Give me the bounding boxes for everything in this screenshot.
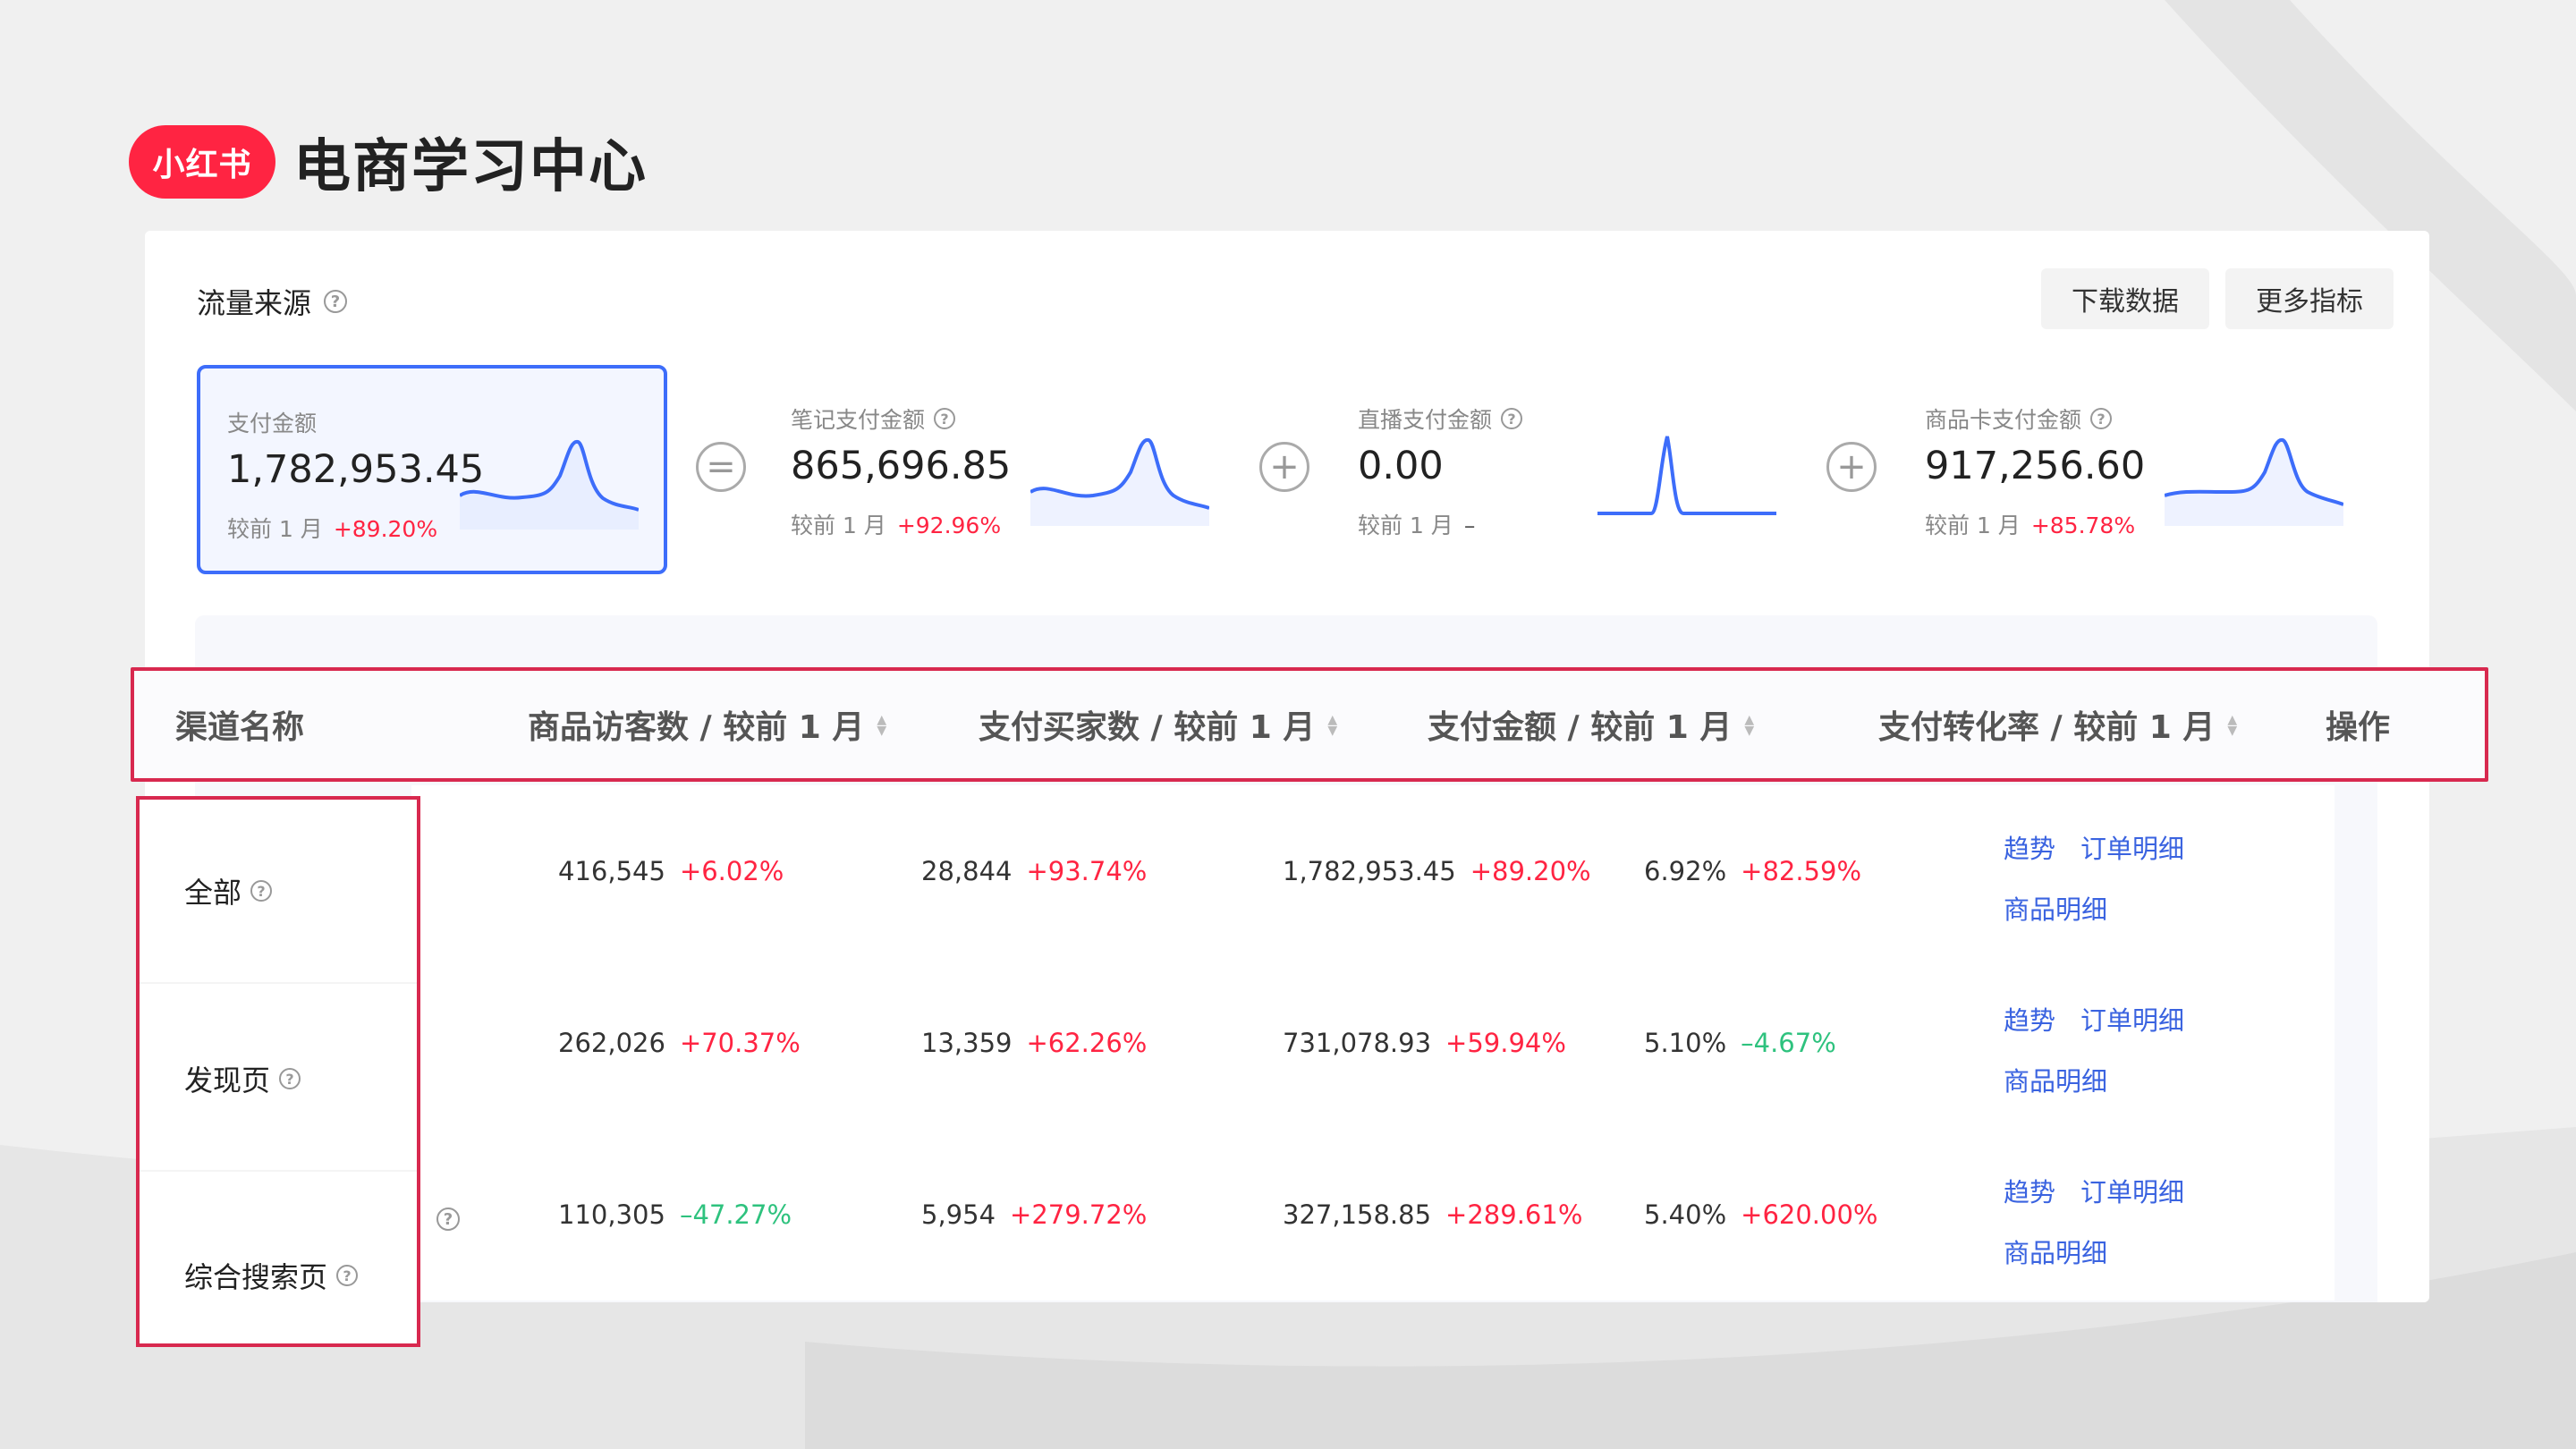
sort-icon[interactable]: ▲ ▼ — [1327, 713, 1338, 738]
conversion-cell: 5.40% +620.00% — [1644, 1199, 1878, 1230]
header-visitors[interactable]: 商品访客数 / 较前 1 月 ▲ ▼ — [528, 709, 887, 746]
metric-value: 1,782,953.45 — [227, 447, 485, 492]
conversion-cell: 6.92% +82.59% — [1644, 856, 1862, 886]
card-header: 流量来源 ? — [197, 281, 348, 322]
trend-link[interactable]: 趋势 — [2004, 1177, 2056, 1208]
table-row: 110,305 –47.27% 5,954 +279.72% 327,158.85 +… — [411, 1129, 2334, 1301]
header-channel: 渠道名称 — [175, 709, 305, 746]
metric-value: 865,696.85 — [791, 444, 1012, 488]
help-icon[interactable]: ? — [436, 1208, 460, 1231]
metric-value: 0.00 — [1358, 444, 1444, 488]
header-amount[interactable]: 支付金额 / 较前 1 月 ▲ ▼ — [1428, 709, 1755, 746]
header-buyers[interactable]: 支付买家数 / 较前 1 月 ▲ ▼ — [979, 709, 1338, 746]
visitors-cell: 416,545 +6.02% — [558, 856, 784, 886]
top-actions: 下载数据 更多指标 — [2041, 268, 2394, 329]
metric-product-card-payment[interactable]: 商品卡支付金额? 917,256.60 较前 1 月 +85.78% — [1898, 365, 2368, 574]
metric-change: +92.96% — [896, 513, 1002, 538]
sparkline — [1597, 436, 1776, 515]
buyers-cell: 13,359 +62.26% — [921, 1028, 1148, 1058]
help-icon[interactable]: ? — [934, 408, 956, 429]
metric-change: – — [1463, 513, 1476, 538]
more-metrics-button[interactable]: 更多指标 — [2225, 268, 2394, 329]
metric-live-payment[interactable]: 直播支付金额? 0.00 较前 1 月 – — [1331, 365, 1801, 574]
table-row: 262,026 +70.37% 13,359 +62.26% 731,078.93 +… — [411, 957, 2334, 1131]
help-icon[interactable]: ? — [250, 880, 273, 902]
sort-icon[interactable]: ▲ ▼ — [877, 713, 887, 738]
metric-change: +89.20% — [333, 516, 438, 542]
channel-name: 全部 — [184, 876, 242, 910]
help-icon[interactable]: ? — [324, 290, 348, 313]
sparkline — [2165, 437, 2343, 526]
metric-compare: 较前 1 月 — [1925, 513, 2021, 538]
conversion-cell: 5.10% –4.67% — [1644, 1028, 1836, 1058]
help-icon[interactable]: ? — [2090, 408, 2113, 429]
table-row: 416,545 +6.02% 28,844 +93.74% 1,782,953.45… — [411, 785, 2334, 959]
sparkline — [1030, 437, 1209, 526]
brand-header: 小红书 电商学习中心 — [129, 125, 648, 200]
buyers-cell: 28,844 +93.74% — [921, 856, 1148, 886]
metric-compare: 较前 1 月 — [791, 513, 886, 538]
sort-icon[interactable]: ▲ ▼ — [2227, 713, 2238, 738]
visitors-cell: 110,305 –47.27% — [558, 1199, 792, 1230]
channel-column: 全部? 发现页? 综合搜索页? — [136, 796, 420, 1347]
download-data-button[interactable]: 下载数据 — [2041, 268, 2209, 329]
amount-cell: 327,158.85 +289.61% — [1283, 1199, 1583, 1230]
plus-icon: + — [1259, 442, 1309, 492]
xiaohongshu-logo: 小红书 — [129, 125, 275, 199]
amount-cell: 1,782,953.45 +89.20% — [1283, 856, 1591, 886]
table-header-row: 渠道名称 商品访客数 / 较前 1 月 ▲ ▼ 支付买家数 / 较前 1 月 ▲ ▼ 支… — [131, 667, 2488, 782]
metric-value: 917,256.60 — [1925, 444, 2146, 488]
metric-label: 商品卡支付金额 — [1925, 407, 2082, 433]
trend-link[interactable]: 趋势 — [2004, 834, 2056, 864]
buyers-cell: 5,954 +279.72% — [921, 1199, 1148, 1230]
metric-compare: 较前 1 月 — [1358, 513, 1453, 538]
product-detail-link[interactable]: 商品明细 — [2004, 894, 2108, 925]
help-icon[interactable]: ? — [279, 1068, 301, 1089]
order-detail-link[interactable]: 订单明细 — [2080, 1177, 2185, 1208]
brand-title: 电商学习中心 — [293, 134, 648, 200]
help-icon[interactable]: ? — [336, 1265, 359, 1286]
equals-icon: = — [696, 442, 746, 492]
channel-name: 发现页 — [184, 1063, 271, 1097]
amount-cell: 731,078.93 +59.94% — [1283, 1028, 1566, 1058]
channel-row[interactable]: 全部? — [140, 800, 417, 984]
header-actions: 操作 — [2326, 709, 2391, 746]
sort-icon[interactable]: ▲ ▼ — [1744, 713, 1755, 738]
sparkline — [460, 440, 639, 530]
channel-row[interactable]: 发现页? — [140, 987, 417, 1172]
card-title: 流量来源 — [197, 286, 312, 320]
metric-compare: 较前 1 月 — [227, 516, 323, 542]
metric-label: 笔记支付金额 — [791, 407, 926, 433]
trend-link[interactable]: 趋势 — [2004, 1005, 2056, 1036]
metric-total-payment[interactable]: 支付金额 1,782,953.45 较前 1 月 +89.20% — [197, 365, 667, 574]
visitors-cell: 262,026 +70.37% — [558, 1028, 801, 1058]
metric-label: 支付金额 — [227, 411, 318, 436]
plus-icon: + — [1826, 442, 1877, 492]
channel-row[interactable]: 综合搜索页? — [140, 1175, 417, 1340]
metric-change: +85.78% — [2030, 513, 2136, 538]
product-detail-link[interactable]: 商品明细 — [2004, 1238, 2108, 1268]
channel-name: 综合搜索页 — [184, 1260, 328, 1294]
order-detail-link[interactable]: 订单明细 — [2080, 834, 2185, 864]
help-icon[interactable]: ? — [1501, 408, 1523, 429]
metric-label: 直播支付金额 — [1358, 407, 1493, 433]
header-conversion[interactable]: 支付转化率 / 较前 1 月 ▲ ▼ — [1878, 709, 2238, 746]
order-detail-link[interactable]: 订单明细 — [2080, 1005, 2185, 1036]
product-detail-link[interactable]: 商品明细 — [2004, 1066, 2108, 1097]
metric-note-payment[interactable]: 笔记支付金额? 865,696.85 较前 1 月 +92.96% — [764, 365, 1234, 574]
